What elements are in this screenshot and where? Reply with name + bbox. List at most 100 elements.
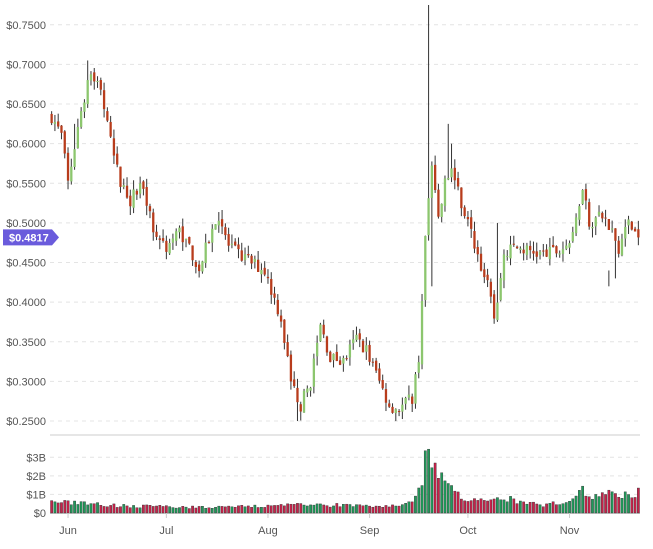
candle-down: [453, 167, 456, 181]
volume-bar: [233, 506, 237, 514]
volume-bar: [148, 505, 152, 514]
volume-bar: [410, 501, 414, 514]
candle-up: [440, 203, 443, 217]
volume-bar: [119, 506, 122, 514]
volume-bar: [358, 504, 362, 514]
volume-tick-label: $3B: [26, 452, 46, 464]
candle-up: [624, 226, 627, 239]
volume-bar: [607, 489, 611, 514]
volume-bar: [207, 507, 211, 514]
volume-bar: [187, 508, 191, 514]
candle-up: [578, 206, 581, 220]
volume-bar: [479, 498, 483, 514]
candle-down: [374, 360, 378, 371]
candle-up: [201, 261, 204, 272]
volume-bar: [243, 506, 247, 514]
volume-bar: [427, 448, 430, 514]
volume-bar: [466, 501, 470, 514]
volume-bar: [437, 478, 440, 514]
volume-bar: [600, 492, 604, 514]
candle-down: [250, 255, 253, 264]
candle-down: [152, 212, 155, 233]
candle-up: [70, 166, 73, 182]
candle-up: [138, 183, 142, 194]
candle-down: [466, 216, 470, 220]
volume-bar: [158, 505, 162, 514]
price-tick-label: $0.6000: [6, 139, 46, 151]
volume-bar: [489, 499, 493, 514]
candle-up: [175, 231, 178, 241]
candle-down: [161, 238, 165, 241]
candle-up: [407, 394, 411, 398]
candle-down: [329, 351, 332, 362]
volume-bar: [394, 505, 398, 514]
price-tick-label: $0.3500: [6, 337, 46, 349]
candle-up: [355, 334, 358, 341]
x-tick-label: Nov: [560, 525, 580, 537]
candle-down: [276, 299, 279, 315]
candle-down: [135, 190, 139, 195]
volume-bar: [194, 507, 198, 514]
candle-down: [207, 242, 211, 244]
candle-down: [345, 358, 348, 360]
volume-bar: [335, 503, 339, 514]
candle-down: [197, 264, 201, 272]
candle-down: [57, 121, 60, 127]
volume-bar: [486, 500, 489, 514]
volume-bar: [273, 505, 276, 514]
candle-up: [96, 81, 99, 83]
volume-bar: [178, 507, 181, 514]
candle-up: [401, 404, 404, 412]
x-tick-label: Aug: [258, 525, 278, 537]
candle-down: [378, 368, 381, 381]
candle-up: [319, 324, 322, 342]
candle-down: [460, 187, 463, 209]
candle-down: [263, 267, 266, 275]
volume-bar: [581, 485, 584, 514]
candle-up: [204, 242, 207, 264]
candle-down: [529, 245, 532, 251]
volume-bar: [446, 483, 450, 514]
candle-up: [132, 189, 135, 208]
candle-down: [637, 229, 640, 238]
volume-series: [50, 448, 640, 514]
candle-up: [594, 217, 597, 227]
volume-bar: [122, 504, 126, 514]
volume-bar: [253, 504, 257, 514]
volume-bar: [86, 504, 90, 514]
volume-bar: [289, 503, 293, 514]
volume-bar: [135, 507, 139, 514]
candle-down: [181, 226, 184, 243]
candle-down: [125, 185, 129, 198]
candle-down: [66, 152, 70, 181]
volume-bar: [515, 503, 519, 514]
volume-bar: [217, 505, 221, 514]
candle-down: [397, 411, 401, 413]
volume-bar: [604, 494, 607, 514]
volume-tick-label: $2B: [26, 471, 46, 483]
volume-bar: [364, 504, 368, 514]
volume-bar: [214, 507, 217, 514]
candle-down: [588, 202, 591, 227]
candle-down: [129, 195, 132, 207]
candle-down: [371, 361, 375, 363]
volume-bar: [286, 503, 289, 514]
candle-down: [293, 379, 296, 387]
candle-down: [617, 240, 620, 254]
volume-bar: [417, 487, 421, 514]
volume-bar: [430, 467, 434, 514]
candle-down: [358, 333, 361, 340]
candle-down: [473, 231, 476, 249]
volume-bar: [525, 503, 529, 514]
candle-down: [630, 221, 633, 230]
volume-bar: [237, 505, 240, 514]
price-tick-label: $0.5000: [6, 218, 46, 230]
volume-bar: [224, 506, 227, 514]
candle-up: [591, 226, 594, 229]
candle-up: [574, 217, 578, 234]
candle-down: [476, 247, 479, 255]
candle-up: [260, 269, 263, 275]
candle-up: [309, 387, 312, 391]
volume-bar: [73, 500, 76, 514]
